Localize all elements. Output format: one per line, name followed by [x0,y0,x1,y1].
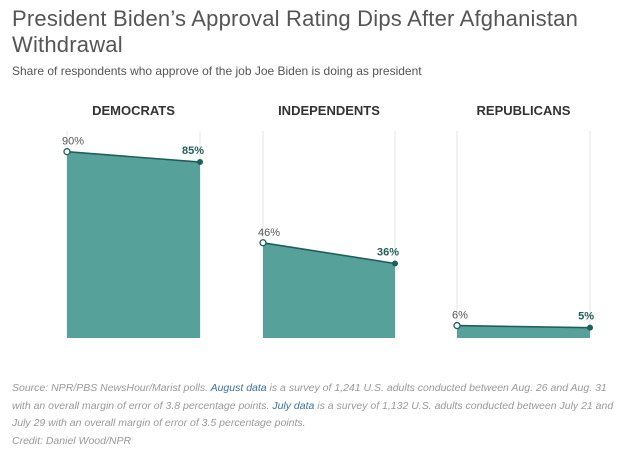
democrats-start-point [63,148,71,156]
independents-trend-line [262,241,396,265]
democrats-panel-title: DEMOCRATS [92,103,175,118]
republicans-trend-line [456,324,591,329]
source-prefix: Source: NPR/PBS NewsHour/Marist polls. [12,382,211,394]
democrats-trend-line [66,150,201,163]
republicans-end-label: 5% [578,311,594,323]
august-data-link[interactable]: August data [210,382,267,394]
small-multiples-chart: DEMOCRATS 90% 85% INDEPENDENTS 46% 36% REPUBLI… [62,103,594,338]
july-data-text: is a survey of 1,132 U.S. adults conduct… [12,399,614,430]
august-data-text: is a survey of 1,241 U.S. adults conduct… [12,382,607,412]
democrats-area [67,151,200,338]
republicans-panel-title: REPUBLICANS [477,103,571,118]
independents-start-label: 46% [258,227,280,239]
chart-title: President Biden’s Approval Rating Dips A… [12,6,579,57]
source-note: Source: NPR/PBS NewsHour/Marist polls. A… [12,380,627,450]
democrats-end-point [197,159,203,166]
july-data-link[interactable]: July data [272,399,315,412]
republicans-start-point [453,321,461,330]
independents-panel-title: INDEPENDENTS [278,103,380,118]
independents-end-point [392,260,398,267]
republicans-start-label: 6% [452,310,468,322]
democrats-end-label: 85% [182,145,204,157]
independents-start-point [259,239,267,247]
republicans-area [457,325,590,338]
republicans-end-point [587,324,593,331]
independents-area [263,242,395,338]
democrats-start-label: 90% [62,136,84,148]
independents-end-label: 36% [377,246,399,258]
credit-line: Credit: Daniel Wood/NPR [12,434,132,447]
chart-subtitle: Share of respondents who approve of the … [12,64,422,78]
